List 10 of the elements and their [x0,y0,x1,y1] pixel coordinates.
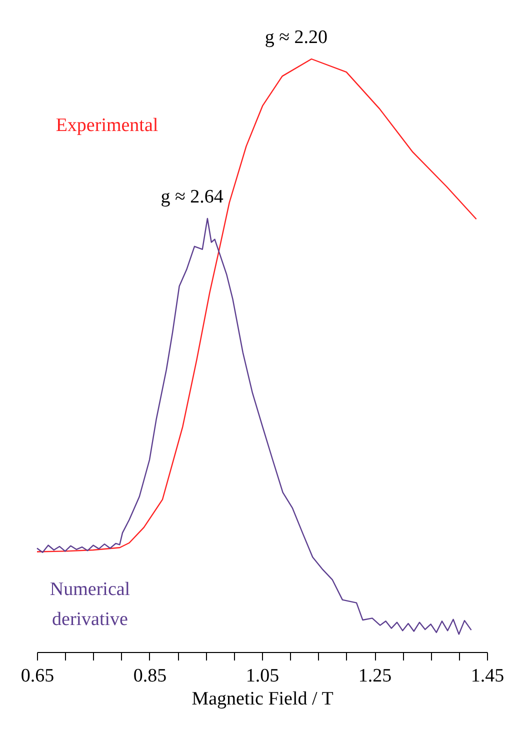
x-axis-title: Magnetic Field / T [192,688,334,710]
series-label: Numerical derivative [50,579,130,630]
text: Experimental [56,115,158,136]
annotation: g ≈ 2.20 [264,27,328,48]
x-tick-label: 0.65 [20,666,54,686]
annotation: g ≈ 2.64 [160,186,224,208]
x-tick-label: 1.25 [358,666,392,686]
x-tick-label: 1.05 [246,666,280,686]
x-tick-label: 1.45 [470,666,504,686]
x-tick-label: 0.85 [133,666,167,686]
